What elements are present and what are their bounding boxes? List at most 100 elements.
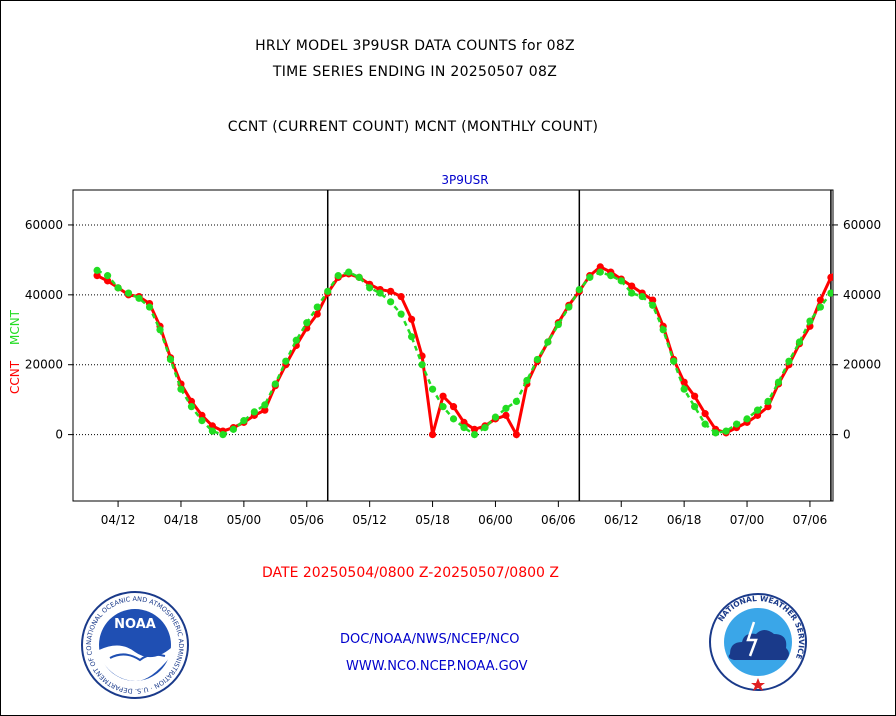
y-tick-label-left: 20000 <box>25 358 63 372</box>
mcnt-point <box>575 285 583 294</box>
ccnt-point <box>303 324 311 332</box>
mcnt-point <box>124 289 133 297</box>
mcnt-point <box>481 424 489 432</box>
y-axis-label-group: CCNT MCNT <box>8 309 22 394</box>
mcnt-point <box>418 361 426 369</box>
mcnt-point <box>428 385 437 393</box>
nws-logo-icon: NATIONAL WEATHER SERVICE <box>709 593 807 691</box>
noaa-logo-icon: NATIONAL OCEANIC AND ATMOSPHERIC ADMINIS… <box>80 590 189 699</box>
ccnt-point <box>764 403 772 411</box>
y-axis-label-ccnt: CCNT <box>8 360 22 394</box>
date-range-label: DATE 20250504/0800 Z-20250507/0800 Z <box>262 565 559 581</box>
svg-text:NOAA: NOAA <box>114 617 156 632</box>
mcnt-point <box>711 429 720 437</box>
mcnt-point <box>313 303 321 311</box>
mcnt-point <box>250 408 258 416</box>
mcnt-point <box>816 303 825 311</box>
ccnt-point <box>470 425 479 433</box>
mcnt-point <box>638 292 646 301</box>
ccnt-point <box>680 378 688 386</box>
mcnt-point <box>439 403 447 411</box>
mcnt-point <box>617 277 625 285</box>
ccnt-point <box>198 411 206 419</box>
mcnt-point <box>743 415 751 423</box>
mcnt-point <box>376 289 384 297</box>
mcnt-point <box>219 431 227 439</box>
mcnt-point <box>355 273 363 281</box>
chart-title-line-1: HRLY MODEL 3P9USR DATA COUNTS for 08Z <box>255 38 575 54</box>
y-tick-label-right: 60000 <box>843 218 881 232</box>
mcnt-point <box>785 357 793 365</box>
x-tick-label: 05/12 <box>352 513 387 527</box>
mcnt-point <box>145 303 154 311</box>
ccnt-point <box>397 292 405 301</box>
x-tick-label: 06/00 <box>478 513 513 527</box>
ccnt-point <box>187 397 196 406</box>
ccnt-point <box>428 431 437 439</box>
mcnt-point <box>806 317 814 325</box>
mcnt-point <box>345 268 353 276</box>
mcnt-point <box>387 298 395 306</box>
mcnt-point <box>407 333 416 341</box>
y-tick-label-right: 40000 <box>843 288 881 302</box>
mcnt-point <box>502 404 510 412</box>
mcnt-point <box>177 385 185 393</box>
mcnt-point <box>628 289 636 297</box>
mcnt-point <box>732 420 741 428</box>
mcnt-point <box>166 355 175 364</box>
org-label: DOC/NOAA/NWS/NCEP/NCO <box>340 632 520 647</box>
y-tick-label-left: 60000 <box>25 218 63 232</box>
mcnt-point <box>240 417 248 425</box>
mcnt-point <box>491 413 500 421</box>
website-link[interactable]: WWW.NCO.NCEP.NOAA.GOV <box>346 659 528 674</box>
chart-title-line-3: CCNT (CURRENT COUNT) MCNT (MONTHLY COUNT… <box>227 119 599 135</box>
y-tick-label-left: 40000 <box>25 288 63 302</box>
mcnt-point <box>691 403 699 411</box>
x-tick-label: 05/18 <box>415 513 450 527</box>
x-tick-label: 06/18 <box>667 513 702 527</box>
ccnt-point <box>649 296 657 304</box>
ccnt-point <box>628 282 636 290</box>
x-tick-label: 05/00 <box>227 513 262 527</box>
mcnt-point <box>156 326 164 334</box>
mcnt-point <box>103 272 112 280</box>
mcnt-point <box>795 338 804 346</box>
x-tick-label: 05/06 <box>289 513 324 527</box>
mcnt-point <box>198 417 206 425</box>
mcnt-line <box>96 269 833 437</box>
plot-area <box>72 189 834 502</box>
mcnt-point <box>753 406 762 414</box>
ccnt-point <box>502 411 510 419</box>
chart-series-title: 3P9USR <box>441 173 488 187</box>
ccnt-line <box>96 265 833 439</box>
ccnt-point <box>261 406 269 414</box>
mcnt-point <box>470 431 479 439</box>
ccnt-point <box>512 431 521 439</box>
mcnt-point <box>722 427 730 435</box>
mcnt-point <box>114 284 122 292</box>
y-tick-label-right: 0 <box>843 428 851 442</box>
mcnt-point <box>303 319 311 327</box>
ccnt-point <box>838 262 845 269</box>
series-group <box>93 262 845 439</box>
ccnt-point <box>387 287 395 295</box>
ccnt-point <box>407 315 416 323</box>
mcnt-point <box>649 301 657 309</box>
y-axis-label-mcnt: MCNT <box>8 309 22 345</box>
mcnt-point <box>838 277 845 284</box>
mcnt-point <box>586 273 594 281</box>
ccnt-point <box>596 263 604 271</box>
mcnt-point <box>544 338 552 346</box>
mcnt-point <box>607 272 615 280</box>
mcnt-point <box>565 303 573 311</box>
y-tick-label-left: 0 <box>55 428 63 442</box>
mcnt-point <box>680 385 688 393</box>
ccnt-point <box>439 392 447 400</box>
x-tick-label: 07/00 <box>730 513 765 527</box>
mcnt-point <box>827 289 833 297</box>
ccnt-point <box>460 418 468 426</box>
ccnt-point <box>449 403 458 411</box>
mcnt-point <box>460 424 468 432</box>
mcnt-point <box>596 268 604 276</box>
